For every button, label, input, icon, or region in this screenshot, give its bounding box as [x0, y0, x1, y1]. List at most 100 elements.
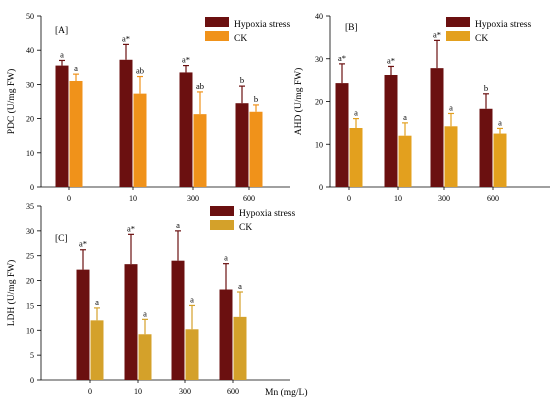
bar	[235, 103, 249, 187]
significance-label: a	[60, 49, 64, 59]
x-tick-label: 10	[394, 194, 402, 203]
bar	[384, 74, 398, 187]
panel-label: [B]	[345, 23, 358, 33]
legend-label: CK	[234, 34, 247, 44]
y-tick-label: 30	[26, 227, 34, 236]
x-tick-label: 600	[227, 387, 239, 396]
significance-label: a*	[79, 239, 87, 249]
legend-swatch	[446, 17, 470, 27]
y-tick-label: 10	[315, 140, 323, 149]
chart-pdc: 0 10 20 30 40 50 PDC (U/mg FW) [A] 0 10 300 600 a a* a…	[6, 12, 291, 203]
x-tick-label: 0	[67, 194, 71, 203]
y-tick-label: 0	[30, 183, 34, 192]
bar	[430, 68, 444, 187]
significance-label: a	[190, 294, 194, 304]
x-tick-label: 300	[179, 387, 191, 396]
x-tick-label: 10	[129, 194, 137, 203]
bar	[193, 114, 207, 187]
y-tick-label: 10	[26, 326, 34, 335]
legend-swatch	[205, 31, 229, 41]
chart-ahd: 0 10 20 30 40 AHD (U/mg FW) [B] 0 10 300 600 a* a* a*…	[293, 12, 550, 203]
y-tick-label: 40	[26, 46, 34, 55]
significance-label: b	[240, 75, 244, 85]
y-tick-label: 15	[26, 301, 34, 310]
significance-label: a*	[433, 29, 441, 39]
bar	[185, 329, 199, 380]
bar	[335, 83, 349, 187]
legend-label: CK	[475, 34, 488, 44]
significance-label: a	[74, 63, 78, 73]
bar	[124, 264, 138, 380]
bar	[179, 72, 193, 187]
bar	[76, 269, 90, 380]
bar	[219, 289, 233, 380]
significance-label: a*	[387, 55, 395, 65]
bar	[249, 111, 263, 187]
bar	[398, 135, 412, 187]
bar	[349, 128, 363, 187]
bar	[55, 65, 69, 187]
bar	[119, 59, 133, 187]
legend-label: Hypoxia stress	[234, 20, 291, 30]
x-tick-label: 600	[487, 194, 499, 203]
x-axis-label: Mn (mg/L)	[265, 387, 307, 398]
y-tick-label: 20	[26, 277, 34, 286]
bar	[444, 126, 458, 187]
significance-label: a*	[338, 53, 346, 63]
bar	[138, 334, 152, 380]
y-tick-label: 5	[30, 351, 34, 360]
y-tick-label: 20	[26, 115, 34, 124]
legend-swatch	[210, 220, 234, 230]
bar	[233, 316, 247, 380]
y-tick-label: 10	[26, 149, 34, 158]
y-tick-label: 25	[26, 252, 34, 261]
bar	[493, 133, 507, 187]
bar	[133, 93, 147, 187]
legend-label: Hypoxia stress	[475, 20, 532, 30]
significance-label: a	[449, 102, 453, 112]
bar	[69, 80, 83, 187]
bar	[479, 108, 493, 187]
significance-label: a	[143, 308, 147, 318]
panel-label: [C]	[55, 234, 68, 244]
significance-label: ab	[196, 81, 204, 91]
bar	[90, 320, 104, 380]
legend-swatch	[205, 17, 229, 27]
panel-label: [A]	[55, 26, 68, 36]
legend-label: Hypoxia stress	[239, 209, 296, 219]
significance-label: a*	[127, 223, 135, 233]
significance-label: a	[498, 117, 502, 127]
significance-label: a	[238, 281, 242, 291]
bar	[171, 260, 185, 380]
x-tick-label: 600	[243, 194, 255, 203]
y-tick-label: 40	[315, 12, 323, 21]
legend-swatch	[446, 31, 470, 41]
y-tick-label: 30	[26, 80, 34, 89]
significance-label: b	[484, 83, 488, 93]
y-tick-label: 0	[319, 183, 323, 192]
y-tick-label: 35	[26, 202, 34, 211]
x-tick-label: 0	[88, 387, 92, 396]
significance-label: a*	[122, 33, 130, 43]
y-axis-label: AHD (U/mg FW)	[293, 68, 304, 136]
x-tick-label: 300	[187, 194, 199, 203]
significance-label: a	[176, 220, 180, 230]
y-tick-label: 0	[30, 376, 34, 385]
significance-label: a	[354, 108, 358, 118]
significance-label: a	[403, 112, 407, 122]
y-axis-label: PDC (U/mg FW)	[6, 69, 17, 134]
significance-label: a*	[182, 55, 190, 65]
y-tick-label: 30	[315, 55, 323, 64]
x-tick-label: 300	[438, 194, 450, 203]
y-tick-label: 50	[26, 12, 34, 21]
x-tick-label: 10	[134, 387, 142, 396]
x-tick-label: 0	[347, 194, 351, 203]
significance-label: ab	[136, 66, 144, 76]
significance-label: a	[224, 253, 228, 263]
significance-label: b	[254, 94, 258, 104]
y-tick-label: 20	[315, 98, 323, 107]
y-axis-label: LDH (U/mg FW)	[6, 260, 17, 327]
significance-label: a	[95, 297, 99, 307]
legend-swatch	[210, 206, 234, 216]
